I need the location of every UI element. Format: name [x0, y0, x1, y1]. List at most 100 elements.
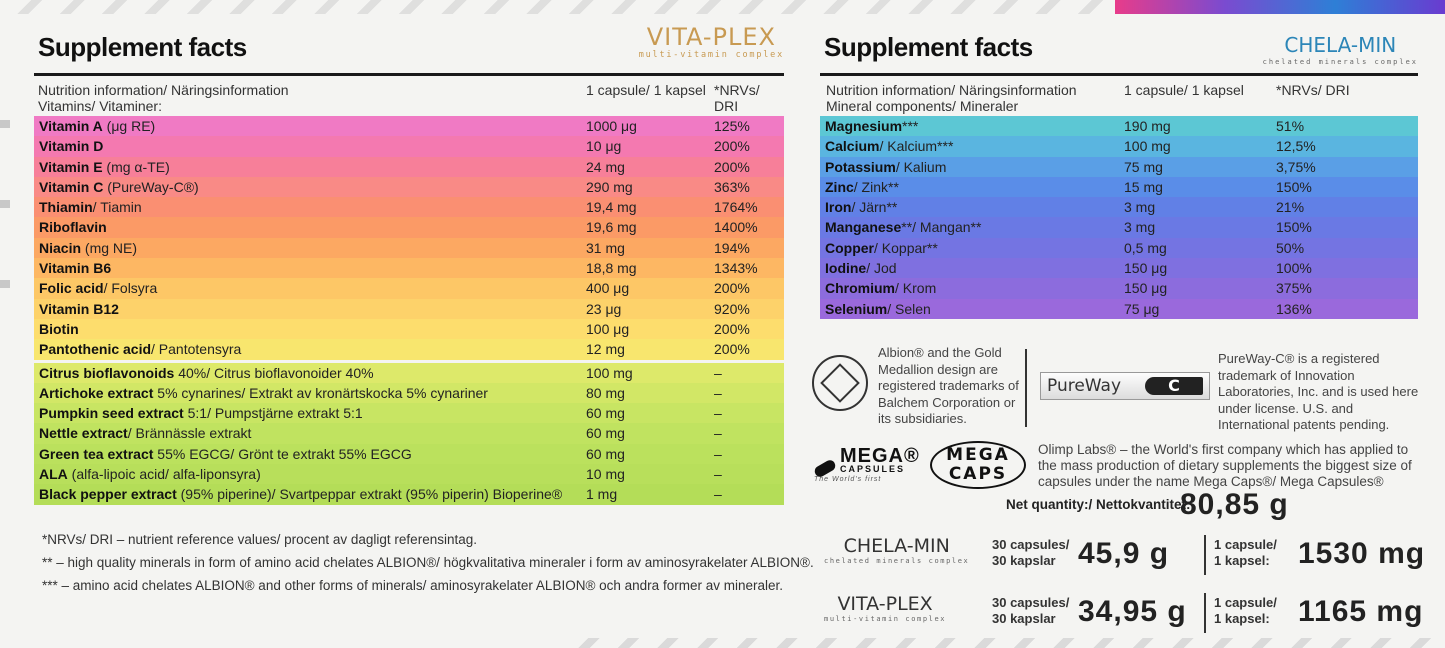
table-row: Vitamin C (PureWay-C®) 290 mg 363%	[34, 176, 784, 198]
nutrient-name: Zinc/ Zink**	[825, 177, 899, 197]
table-row: Citrus bioflavonoids 40%/ Citrus bioflav…	[34, 362, 784, 383]
nutrient-name: Vitamin C (PureWay-C®)	[39, 177, 199, 197]
edge-mark	[0, 120, 10, 128]
divider	[1204, 593, 1206, 633]
table-row: Nettle extract/ Brännässle extrakt 60 mg –	[34, 423, 784, 444]
table-row: Pumpkin seed extract 5:1/ Pumpstjärne ex…	[34, 403, 784, 424]
pureway-c-logo: PureWay C	[1040, 372, 1210, 400]
amount-cell: 18,8 mg	[586, 260, 637, 277]
per-capsule-weight: 1165 mg	[1298, 595, 1424, 628]
mega-caps-line1: MEGA	[946, 445, 1010, 465]
table-subheader: Mineral components/ Mineraler	[826, 98, 1019, 114]
amount-cell: 10 μg	[586, 138, 622, 155]
nutrient-name-rest: **/ Mangan**	[901, 219, 982, 236]
nutrient-name: Vitamin E (mg α-TE)	[39, 157, 170, 177]
nutrient-name: Citrus bioflavonoids 40%/ Citrus bioflav…	[39, 363, 374, 383]
top-stripe-decoration	[0, 0, 1445, 14]
amount-cell: 290 mg	[586, 178, 633, 195]
nrv-cell: 150%	[1276, 178, 1312, 195]
table-row: Zinc/ Zink** 15 mg 150%	[820, 176, 1418, 198]
nutrient-name-bold: Pantothenic acid	[39, 341, 152, 358]
nutrient-name-bold: Nettle extract	[39, 425, 128, 442]
nutrient-name: Thiamin/ Tiamin	[39, 197, 142, 217]
table-row: Selenium/ Selen 75 μg 136%	[820, 298, 1418, 319]
nutrient-name-rest: / Jod	[866, 260, 897, 277]
nutrient-name: Selenium/ Selen	[825, 299, 931, 319]
nutrient-name: Iron/ Järn**	[825, 197, 897, 217]
per-capsule-line: 1 capsule/	[1214, 537, 1277, 552]
nrv-cell: 200%	[714, 138, 750, 155]
chelamin-small-logo: CHELA-MIN chelated minerals complex	[824, 535, 969, 565]
nrv-cell: 363%	[714, 178, 750, 195]
per-capsule-label: 1 capsule/ 1 kapsel:	[1214, 595, 1277, 627]
bottom-stripe-decoration	[560, 638, 1445, 648]
nutrient-name-bold: Chromium	[825, 280, 895, 297]
nrv-cell: 150%	[1276, 219, 1312, 236]
nutrient-name-bold: Zinc	[825, 178, 854, 195]
table-row: Chromium/ Krom 150 μg 375%	[820, 278, 1418, 299]
table-row: Niacin (mg NE) 31 mg 194%	[34, 237, 784, 259]
mineral-rows: Magnesium*** 190 mg 51% Calcium/ Kalcium***…	[820, 116, 1418, 319]
nutrient-name-rest: 40%/ Citrus bioflavonoider 40%	[174, 364, 374, 381]
nrv-cell: –	[714, 405, 722, 422]
mega-caps-line2: CAPS	[948, 464, 1008, 484]
extract-rows: Citrus bioflavonoids 40%/ Citrus bioflav…	[34, 362, 784, 505]
nrv-cell: 200%	[714, 280, 750, 297]
nutrient-name-bold: Folic acid	[39, 280, 104, 297]
nrv-cell: 21%	[1276, 199, 1305, 216]
nutrient-name: ALA (alfa-lipoic acid/ alfa-liponsyra)	[39, 464, 261, 484]
nutrient-name-bold: Potassium	[825, 158, 896, 175]
nutrient-name: Iodine/ Jod	[825, 258, 897, 278]
table-row: Pantothenic acid/ Pantotensyra 12 mg 200%	[34, 339, 784, 360]
nutrient-name-rest: 5:1/ Pumpstjärne extrakt 5:1	[183, 405, 363, 422]
capsule-count: 30 capsules/ 30 kapslar	[992, 537, 1069, 569]
nutrient-name-rest: / Selen	[887, 300, 931, 317]
amount-cell: 150 μg	[1124, 260, 1168, 277]
nrv-cell: 1764%	[714, 199, 758, 216]
nutrient-name-bold: Vitamin B12	[39, 300, 119, 317]
product-weight: 34,95 g	[1078, 595, 1187, 628]
table-row: ALA (alfa-lipoic acid/ alfa-liponsyra) 10…	[34, 464, 784, 485]
nutrient-name-bold: Pumpkin seed extract	[39, 405, 184, 422]
nutrient-name-bold: Selenium	[825, 300, 888, 317]
amount-cell: 100 mg	[1124, 138, 1171, 155]
per-capsule-label: 1 capsule/ 1 kapsel:	[1214, 537, 1277, 569]
amount-cell: 1 mg	[586, 486, 618, 503]
brand-name: CHELA-MIN	[1284, 33, 1397, 57]
amount-cell: 3 mg	[1124, 199, 1156, 216]
nutrient-name-rest: (PureWay-C®)	[103, 178, 199, 195]
per-capsule-weight: 1530 mg	[1298, 537, 1426, 570]
vitaplex-quantity-row: VITA-PLEX multi-vitamin complex 30 capsu…	[808, 593, 1428, 637]
nutrient-name: Black pepper extract (95% piperine)/ Sva…	[39, 484, 562, 504]
amount-cell: 60 mg	[586, 445, 625, 462]
nutrient-name-bold: Niacin	[39, 239, 82, 256]
amount-cell: 60 mg	[586, 425, 625, 442]
nutrient-name: Potassium/ Kalium	[825, 157, 946, 177]
nutrient-name-rest: / Kalcium***	[879, 138, 954, 155]
vitaplex-small-logo: VITA-PLEX multi-vitamin complex	[824, 593, 946, 623]
brand-tagline: chelated minerals complex	[1262, 58, 1418, 66]
product-logo-name: CHELA-MIN	[843, 535, 950, 557]
nrv-cell: 100%	[1276, 260, 1312, 277]
table-row: Biotin 100 μg 200%	[34, 318, 784, 340]
table-row: Iron/ Järn** 3 mg 21%	[820, 197, 1418, 218]
table-row: Iodine/ Jod 150 μg 100%	[820, 258, 1418, 279]
chelamin-supplement-facts: Supplement facts CHELA-MIN chelated mine…	[820, 18, 1418, 319]
nutrient-name: Chromium/ Krom	[825, 278, 936, 298]
albion-trademark-text: Albion® and the Gold Medallion design ar…	[878, 345, 1019, 426]
table-row: Vitamin D 10 μg 200%	[34, 136, 784, 157]
panel-title: Supplement facts	[824, 32, 1033, 62]
header-amount: 1 capsule/ 1 kapsel	[586, 82, 706, 98]
product-logo-sub: chelated minerals complex	[824, 557, 970, 565]
nrv-cell: 125%	[714, 118, 750, 134]
nutrient-name-rest: (μg RE)	[102, 118, 156, 134]
nutrient-name: Pumpkin seed extract 5:1/ Pumpstjärne ex…	[39, 403, 363, 423]
table-row: Potassium/ Kalium 75 mg 3,75%	[820, 156, 1418, 177]
divider	[1025, 349, 1027, 427]
table-row: Black pepper extract (95% piperine)/ Sva…	[34, 484, 784, 505]
title-row: Supplement facts CHELA-MIN chelated mine…	[820, 18, 1418, 76]
nutrient-name-rest: / Brännässle extrakt	[127, 425, 252, 442]
vitaplex-logo: VITA-PLEX multi-vitamin complex	[639, 24, 784, 60]
amount-cell: 100 μg	[586, 320, 630, 337]
nutrient-name: Manganese**/ Mangan**	[825, 217, 981, 237]
